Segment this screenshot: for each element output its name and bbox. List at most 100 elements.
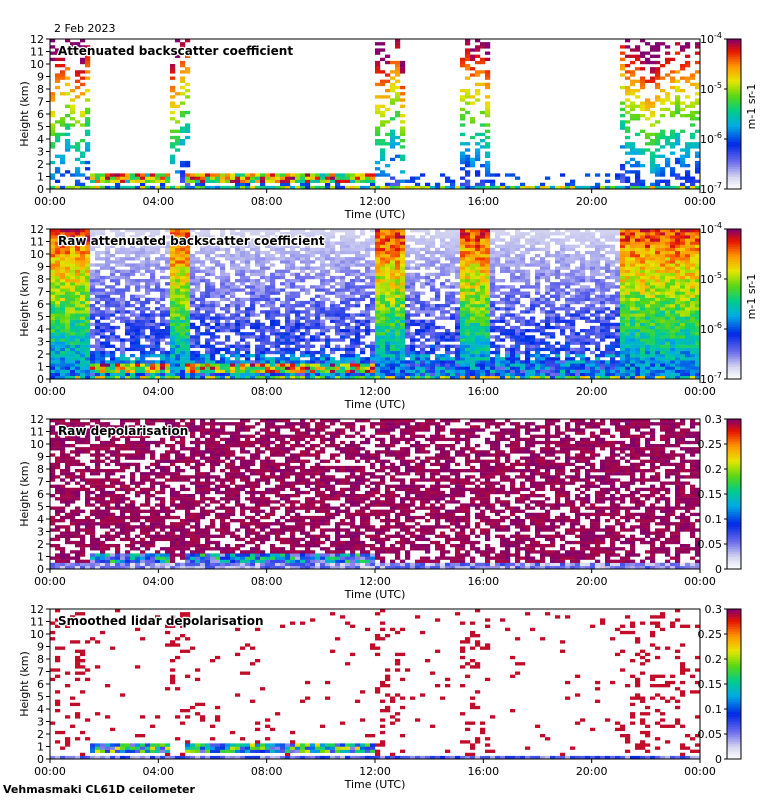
- heatmap-cell: [495, 366, 501, 370]
- heatmap-cell: [270, 185, 276, 190]
- heatmap-cell: [260, 250, 266, 255]
- heatmap-cell: [55, 244, 61, 248]
- heatmap-cell: [110, 329, 116, 333]
- heatmap-cell: [165, 325, 171, 330]
- heatmap-cell: [110, 325, 116, 330]
- heatmap-cell: [450, 241, 456, 245]
- heatmap-cell: [115, 263, 121, 267]
- heatmap-cell: [85, 254, 91, 258]
- heatmap-cell: [380, 250, 386, 255]
- heatmap-cell: [75, 369, 81, 373]
- heatmap-cell: [215, 347, 221, 352]
- heatmap-cell: [620, 173, 626, 177]
- heatmap-cell: [75, 182, 81, 187]
- heatmap-cell: [500, 185, 506, 190]
- heatmap-cell: [280, 247, 286, 252]
- heatmap-cell: [190, 263, 196, 267]
- heatmap-cell: [275, 372, 281, 377]
- heatmap-cell: [330, 366, 336, 370]
- heatmap-cell: [470, 272, 476, 277]
- heatmap-cell: [375, 297, 381, 302]
- heatmap-cell: [495, 375, 501, 380]
- heatmap-cell: [465, 250, 471, 255]
- heatmap-cell: [465, 48, 471, 52]
- heatmap-cell: [345, 350, 351, 355]
- heatmap-cell: [175, 238, 181, 242]
- heatmap-cell: [250, 279, 256, 283]
- heatmap-cell: [60, 341, 66, 345]
- heatmap-cell: [75, 42, 81, 46]
- heatmap-cell: [240, 260, 246, 264]
- heatmap-cell: [465, 369, 471, 373]
- heatmap-cell: [250, 244, 256, 248]
- heatmap-cell: [140, 300, 146, 305]
- heatmap-cell: [320, 266, 326, 270]
- heatmap-cell: [480, 310, 486, 314]
- heatmap-cell: [460, 107, 466, 112]
- heatmap-cell: [390, 288, 396, 292]
- heatmap-cell: [475, 325, 481, 330]
- heatmap-cell: [475, 291, 481, 295]
- y-tick-label: 6: [37, 108, 44, 121]
- heatmap-cell: [535, 282, 541, 286]
- heatmap-cell: [465, 294, 471, 298]
- heatmap-cell: [275, 369, 281, 373]
- heatmap-cell: [265, 279, 271, 283]
- heatmap-cell: [205, 341, 211, 345]
- heatmap-cell: [495, 288, 501, 292]
- heatmap-cell: [365, 375, 371, 380]
- colorbar-segment: [727, 114, 741, 117]
- heatmap-cell: [215, 288, 221, 292]
- heatmap-cell: [295, 316, 301, 320]
- heatmap-cell: [525, 307, 531, 311]
- heatmap-cell: [510, 347, 516, 352]
- heatmap-cell: [130, 294, 136, 298]
- heatmap-cell: [505, 310, 511, 314]
- heatmap-cell: [510, 285, 516, 289]
- heatmap-cell: [410, 360, 416, 364]
- heatmap-cell: [370, 291, 376, 295]
- heatmap-cell: [185, 304, 191, 308]
- heatmap-cell: [390, 307, 396, 311]
- heatmap-cell: [385, 341, 391, 345]
- heatmap-cell: [160, 322, 166, 327]
- heatmap-cell: [185, 332, 191, 336]
- heatmap-cell: [240, 266, 246, 270]
- heatmap-cell: [140, 279, 146, 283]
- heatmap-cell: [485, 185, 491, 190]
- heatmap-cell: [210, 304, 216, 308]
- heatmap-cell: [675, 79, 681, 83]
- heatmap-cell: [685, 76, 691, 80]
- heatmap-cell: [50, 232, 56, 236]
- heatmap-cell: [80, 307, 86, 311]
- heatmap-cell: [50, 325, 56, 330]
- heatmap-cell: [115, 310, 121, 314]
- heatmap-cell: [680, 67, 686, 71]
- heatmap-cell: [75, 319, 81, 323]
- heatmap-cell: [320, 369, 326, 373]
- heatmap-cell: [190, 275, 196, 280]
- heatmap-cell: [65, 76, 71, 80]
- heatmap-cell: [90, 288, 96, 292]
- heatmap-cell: [530, 319, 536, 323]
- heatmap-cell: [670, 173, 676, 177]
- heatmap-cell: [515, 232, 521, 236]
- heatmap-cell: [655, 154, 661, 158]
- heatmap-cell: [70, 316, 76, 320]
- heatmap-cell: [60, 291, 66, 295]
- heatmap-cell: [260, 275, 266, 280]
- heatmap-cell: [415, 247, 421, 252]
- colorbar-segment: [727, 154, 741, 157]
- heatmap-cell: [380, 294, 386, 298]
- heatmap-cell: [60, 369, 66, 373]
- heatmap-cell: [480, 235, 486, 239]
- heatmap-cell: [175, 344, 181, 348]
- heatmap-cell: [655, 76, 661, 80]
- heatmap-cell: [305, 360, 311, 364]
- heatmap-cell: [665, 157, 671, 162]
- heatmap-cell: [190, 350, 196, 355]
- heatmap-cell: [675, 104, 681, 108]
- heatmap-cell: [175, 369, 181, 373]
- heatmap-cell: [70, 332, 76, 336]
- heatmap-cell: [370, 241, 376, 245]
